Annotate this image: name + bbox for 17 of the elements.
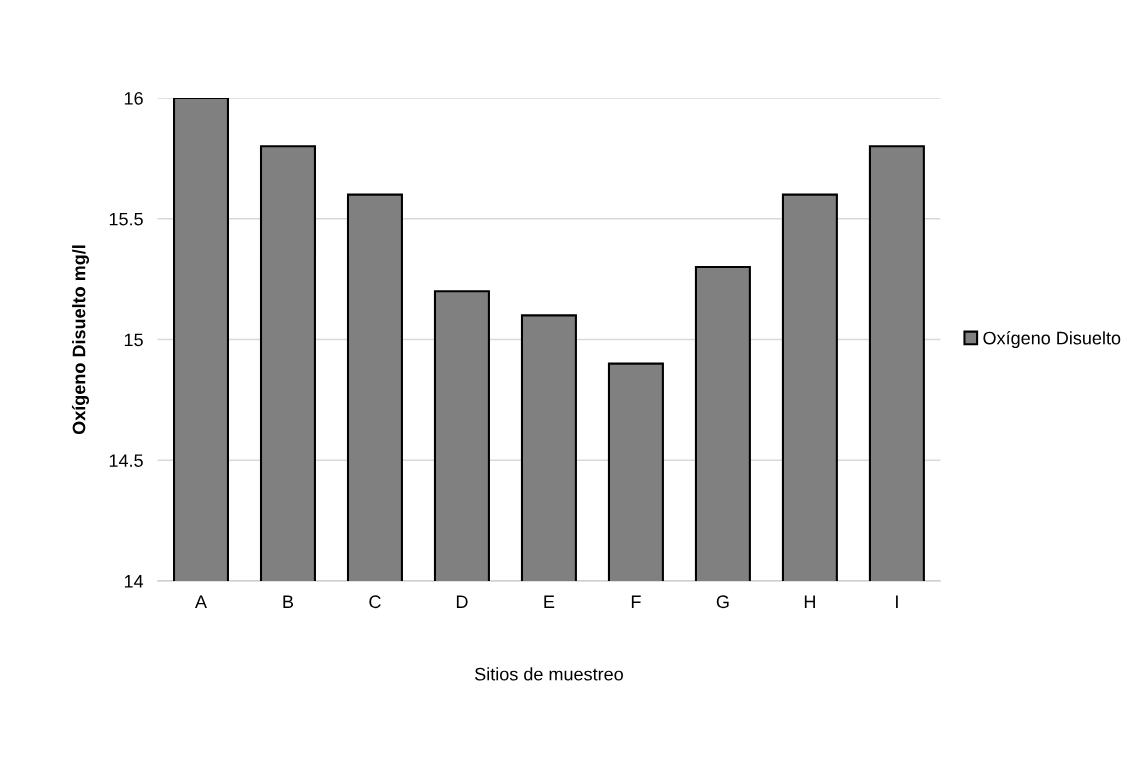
x-tick-label: B — [283, 595, 294, 608]
y-tick-label: 14.5 — [109, 454, 143, 467]
y-tick-label: 15 — [124, 333, 143, 347]
y-tick-label: 16 — [124, 91, 143, 105]
x-tick-label: F — [631, 595, 641, 608]
y-tick-label: 14 — [124, 575, 144, 588]
x-axis-title: Sitios de muestreo — [475, 667, 623, 681]
x-tick-label: I — [896, 595, 898, 608]
x-tick-label: H — [804, 595, 815, 608]
y-axis-title: Oxígeno Disuelto mg/l — [71, 245, 90, 435]
y-tick-label: 15.5 — [109, 212, 143, 226]
x-tick-label: A — [195, 595, 207, 608]
x-tick-label: C — [369, 595, 381, 609]
x-tick-label: G — [716, 595, 729, 609]
legend-label: Oxígeno Disuelto — [983, 330, 1121, 349]
x-tick-label: D — [456, 595, 468, 608]
x-tick-label: E — [544, 595, 555, 608]
